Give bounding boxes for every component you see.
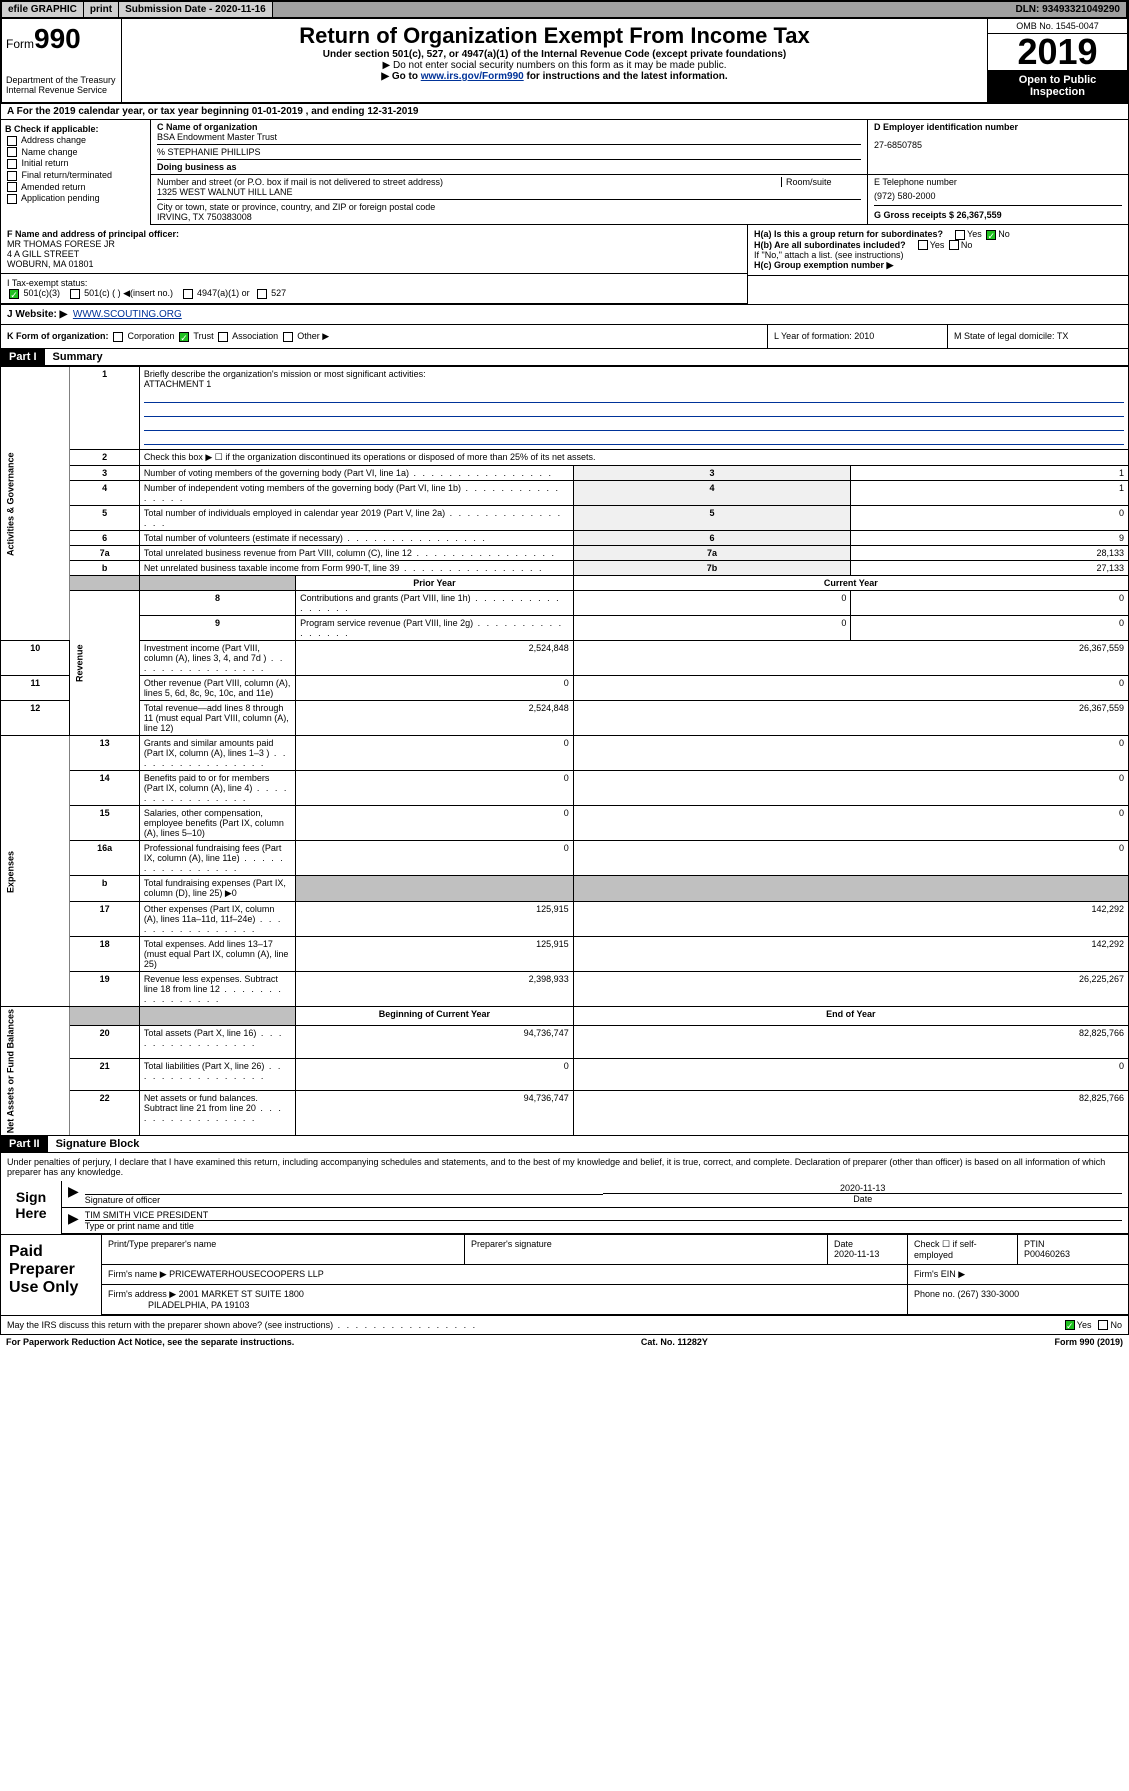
check-initial-return[interactable]: Initial return bbox=[5, 158, 146, 169]
box-l-year: L Year of formation: 2010 bbox=[768, 325, 948, 348]
check-hb-yes[interactable] bbox=[918, 240, 928, 250]
box-m-state: M State of legal domicile: TX bbox=[948, 325, 1128, 348]
check-527[interactable] bbox=[257, 289, 267, 299]
tax-year: 2019 bbox=[988, 34, 1127, 70]
check-name-change[interactable]: Name change bbox=[5, 147, 146, 158]
open-to-public-label: Open to Public Inspection bbox=[988, 70, 1127, 102]
summary-table: Activities & Governance 1 Briefly descri… bbox=[0, 366, 1129, 1136]
side-revenue: Revenue bbox=[70, 591, 139, 736]
check-amended-return[interactable]: Amended return bbox=[5, 182, 146, 193]
irs-link[interactable]: www.irs.gov/Form990 bbox=[421, 71, 524, 82]
check-ha-no[interactable] bbox=[986, 230, 996, 240]
box-c-address: Number and street (or P.O. box if mail i… bbox=[151, 175, 868, 224]
subtitle-2: ▶ Do not enter social security numbers o… bbox=[126, 60, 983, 71]
side-net-assets: Net Assets or Fund Balances bbox=[1, 1007, 70, 1136]
check-trust[interactable] bbox=[179, 332, 189, 342]
side-activities-governance: Activities & Governance bbox=[1, 367, 70, 641]
check-assoc[interactable] bbox=[218, 332, 228, 342]
box-h-group: H(a) Is this a group return for subordin… bbox=[748, 225, 1128, 276]
box-c-name: C Name of organization BSA Endowment Mas… bbox=[151, 120, 868, 174]
row-k-l-m: K Form of organization: Corporation Trus… bbox=[0, 325, 1129, 349]
side-expenses: Expenses bbox=[1, 736, 70, 1007]
part-1-header: Part I Summary bbox=[0, 349, 1129, 366]
check-discuss-yes[interactable] bbox=[1065, 1320, 1075, 1330]
row-a-calendar-year: A For the 2019 calendar year, or tax yea… bbox=[0, 104, 1129, 120]
check-corp[interactable] bbox=[113, 332, 123, 342]
form-footer: For Paperwork Reduction Act Notice, see … bbox=[0, 1335, 1129, 1349]
form-title: Return of Organization Exempt From Incom… bbox=[126, 23, 983, 49]
box-b-checkboxes: B Check if applicable: Address change Na… bbox=[1, 120, 151, 225]
check-address-change[interactable]: Address change bbox=[5, 135, 146, 146]
efile-graphic-button[interactable]: efile GRAPHIC bbox=[2, 2, 84, 17]
part-2-header: Part II Signature Block bbox=[0, 1136, 1129, 1153]
section-b-c-d: B Check if applicable: Address change Na… bbox=[0, 120, 1129, 225]
check-other[interactable] bbox=[283, 332, 293, 342]
check-501c3[interactable] bbox=[9, 289, 19, 299]
submission-date-button[interactable]: Submission Date - 2020-11-16 bbox=[119, 2, 273, 17]
check-501c[interactable] bbox=[70, 289, 80, 299]
check-application-pending[interactable]: Application pending bbox=[5, 193, 146, 204]
department-label: Department of the Treasury Internal Reve… bbox=[6, 75, 117, 95]
row-j-website: J Website: ▶ WWW.SCOUTING.ORG bbox=[0, 305, 1129, 325]
check-final-return[interactable]: Final return/terminated bbox=[5, 170, 146, 181]
subtitle-1: Under section 501(c), 527, or 4947(a)(1)… bbox=[126, 49, 983, 60]
top-toolbar: efile GRAPHIC print Submission Date - 20… bbox=[0, 0, 1129, 19]
check-hb-no[interactable] bbox=[949, 240, 959, 250]
check-discuss-no[interactable] bbox=[1098, 1320, 1108, 1330]
check-ha-yes[interactable] bbox=[955, 230, 965, 240]
form-header: Form990 Department of the Treasury Inter… bbox=[0, 19, 1129, 104]
subtitle-3: ▶ Go to www.irs.gov/Form990 for instruct… bbox=[126, 71, 983, 82]
box-d-ein: D Employer identification number 27-6850… bbox=[868, 120, 1128, 174]
box-f-officer: F Name and address of principal officer:… bbox=[1, 225, 747, 274]
section-f-h-i-j: F Name and address of principal officer:… bbox=[0, 225, 1129, 305]
form-number: Form990 bbox=[6, 23, 117, 55]
print-button[interactable]: print bbox=[84, 2, 119, 17]
sign-here-label: Sign Here bbox=[1, 1181, 61, 1234]
box-e-g: E Telephone number (972) 580-2000 G Gros… bbox=[868, 175, 1128, 224]
paid-preparer-block: Paid Preparer Use Only Print/Type prepar… bbox=[0, 1235, 1129, 1316]
discuss-row: May the IRS discuss this return with the… bbox=[0, 1316, 1129, 1335]
check-4947[interactable] bbox=[183, 289, 193, 299]
dln-label: DLN: 93493321049290 bbox=[1009, 2, 1127, 17]
website-link[interactable]: WWW.SCOUTING.ORG bbox=[73, 309, 182, 320]
signature-block: Under penalties of perjury, I declare th… bbox=[0, 1153, 1129, 1235]
row-i-tax-status: I Tax-exempt status: 501(c)(3) 501(c) ( … bbox=[1, 274, 747, 304]
